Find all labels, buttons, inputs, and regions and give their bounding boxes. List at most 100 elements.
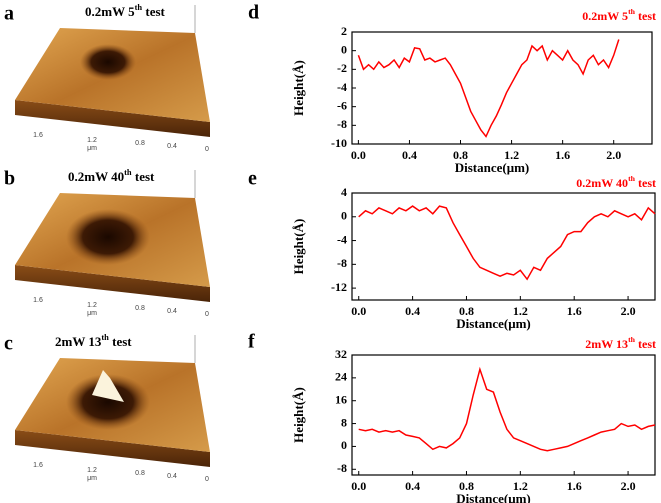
axis-label: 1.6	[33, 297, 43, 304]
title-part: test	[635, 176, 656, 190]
y-tick-label: -6	[337, 98, 347, 112]
axis-label: μm	[87, 475, 97, 482]
y-tick-label: -4	[337, 232, 347, 246]
title-part: test	[109, 334, 132, 349]
y-tick-label: 2	[341, 24, 347, 38]
panel-letter: a	[4, 3, 14, 25]
x-tick-label: 1.6	[567, 304, 582, 318]
y-axis-label: Height(Å)	[291, 219, 306, 275]
axis-label: μm	[87, 145, 97, 152]
axis-label: 1.2	[87, 467, 97, 474]
x-tick-label: 0.8	[453, 148, 468, 162]
x-tick-label: 0.0	[351, 304, 366, 318]
x-axis-label: Distance(μm)	[455, 160, 530, 175]
panel-title: 0.2mW 5th test	[85, 2, 166, 19]
y-tick-label: -10	[331, 136, 347, 150]
data-line	[357, 39, 620, 138]
panel-letter: f	[248, 331, 255, 353]
title-part: 0.2mW 40	[68, 169, 124, 184]
axis-label: 1.6	[33, 132, 43, 139]
y-tick-label: 0	[341, 438, 347, 452]
title-part: 2mW 13	[585, 337, 628, 351]
plot-frame	[351, 192, 656, 301]
y-tick-label: 32	[335, 347, 347, 361]
surface-pit	[66, 209, 150, 265]
y-tick-label: -8	[337, 461, 347, 475]
panel-title: 0.2mW 40th test	[576, 174, 656, 189]
panel-letter: b	[4, 168, 15, 190]
surface-side	[15, 100, 210, 137]
x-tick-label: 0.0	[351, 479, 366, 493]
axis-label: 1.2	[87, 302, 97, 309]
title-part: th	[135, 2, 143, 12]
surface-side	[15, 430, 210, 467]
x-tick-label: 1.2	[513, 479, 528, 493]
surface-peak	[92, 370, 124, 402]
title-part: test	[142, 4, 165, 19]
x-tick-label: 0.4	[405, 479, 420, 493]
x-tick-label: 0.8	[459, 479, 474, 493]
axis-label: 0	[205, 311, 209, 318]
x-tick-label: 0.0	[351, 148, 366, 162]
y-tick-label: 0	[341, 209, 347, 223]
title-part: test	[635, 9, 656, 23]
title-part: th	[628, 7, 636, 16]
axis-label: 0.4	[167, 473, 177, 480]
title-part: 2mW 13	[55, 334, 102, 349]
y-axis-label: Height(Å)	[291, 60, 306, 116]
title-part: th	[124, 167, 132, 177]
axis-label: μm	[87, 310, 97, 317]
surface-pit	[80, 44, 136, 80]
y-tick-label: 8	[341, 415, 347, 429]
y-tick-label: -8	[337, 256, 347, 270]
panel-letter: d	[248, 2, 259, 24]
surface-side	[15, 265, 210, 302]
plot-frame	[351, 31, 653, 145]
y-tick-label: -2	[337, 61, 347, 75]
title-part: 0.2mW 5	[582, 9, 628, 23]
x-tick-label: 2.0	[621, 304, 636, 318]
x-axis-label: Distance(μm)	[456, 316, 531, 331]
axis-label: 1.6	[33, 462, 43, 469]
y-tick-label: -12	[331, 280, 347, 294]
y-tick-label: 4	[341, 185, 347, 199]
axis-label: 0.8	[135, 140, 145, 147]
title-part: th	[628, 174, 636, 183]
x-tick-label: 1.2	[513, 304, 528, 318]
title-part: th	[628, 335, 636, 344]
panel-title: 2mW 13th test	[55, 332, 132, 349]
title-part: test	[132, 169, 155, 184]
title-part: test	[635, 337, 656, 351]
x-axis-label: Distance(μm)	[456, 491, 531, 503]
title-part: 0.2mW 40	[576, 176, 628, 190]
axis-label: 0.8	[135, 470, 145, 477]
axis-label: 0	[205, 476, 209, 483]
axis-label: 0.4	[167, 143, 177, 150]
x-tick-label: 2.0	[621, 479, 636, 493]
x-tick-label: 0.4	[402, 148, 417, 162]
panel-letter: e	[248, 168, 257, 190]
panel-title: 2mW 13th test	[585, 335, 656, 350]
x-tick-label: 0.4	[405, 304, 420, 318]
x-tick-label: 2.0	[606, 148, 621, 162]
panel-letter: c	[4, 333, 13, 355]
y-axis-label: Height(Å)	[291, 387, 306, 443]
title-part: 0.2mW 5	[85, 4, 135, 19]
panel-title: 0.2mW 5th test	[582, 7, 656, 22]
data-line	[358, 366, 656, 452]
panel-title: 0.2mW 40th test	[68, 167, 155, 184]
x-tick-label: 1.6	[555, 148, 570, 162]
y-tick-label: -4	[337, 80, 347, 94]
x-tick-label: 1.2	[504, 148, 519, 162]
plot-frame	[351, 354, 656, 476]
axis-label: 0.8	[135, 305, 145, 312]
y-tick-label: 0	[341, 42, 347, 56]
x-tick-label: 0.8	[459, 304, 474, 318]
y-tick-label: -8	[337, 117, 347, 131]
axis-label: 0.4	[167, 308, 177, 315]
title-part: th	[101, 332, 109, 342]
axis-label: 1.2	[87, 137, 97, 144]
y-tick-label: 24	[335, 370, 347, 384]
data-line	[358, 205, 656, 281]
